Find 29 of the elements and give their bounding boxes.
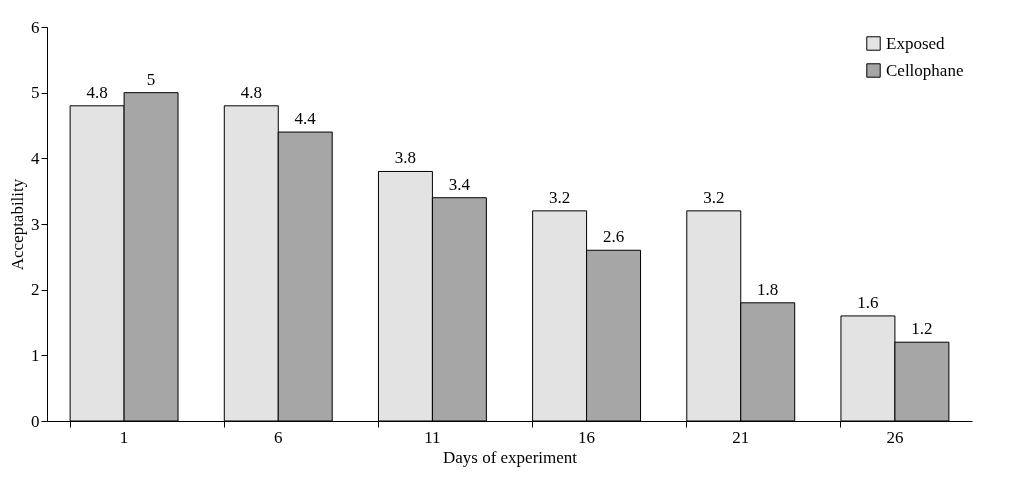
- data-label: 3.2: [548, 187, 571, 207]
- data-label: 2.6: [602, 227, 625, 247]
- x-tick-label: 16: [578, 427, 596, 447]
- y-tick-label: 1: [31, 345, 40, 365]
- y-tick-label: 6: [31, 17, 40, 37]
- legend-label: Cellophane: [886, 60, 964, 80]
- y-tick-label: 5: [31, 83, 40, 103]
- x-tick-label: 6: [274, 427, 283, 447]
- y-tick-label: 0: [31, 411, 40, 431]
- x-tick-label: 26: [886, 427, 904, 447]
- x-tick-label: 11: [424, 427, 441, 447]
- data-label: 1.6: [857, 292, 879, 312]
- y-tick-label: 3: [31, 214, 40, 234]
- x-tick-label: 21: [732, 427, 750, 447]
- data-label: 1.2: [911, 319, 933, 339]
- data-label: 1.8: [757, 279, 779, 299]
- data-label: 4.8: [240, 82, 262, 102]
- data-label: 3.2: [703, 187, 725, 207]
- y-tick-label: 4: [31, 148, 40, 168]
- x-tick-label: 1: [119, 427, 129, 447]
- x-axis-title: Days of experiment: [442, 447, 578, 467]
- data-label: 5: [146, 69, 156, 89]
- y-axis-title: Acceptability: [8, 178, 27, 271]
- data-label: 4.8: [86, 82, 108, 102]
- y-tick-label: 2: [31, 280, 40, 300]
- data-label: 3.4: [448, 174, 471, 194]
- data-label: 3.8: [394, 148, 417, 168]
- legend-label: Exposed: [886, 33, 946, 53]
- data-label: 4.4: [294, 109, 317, 129]
